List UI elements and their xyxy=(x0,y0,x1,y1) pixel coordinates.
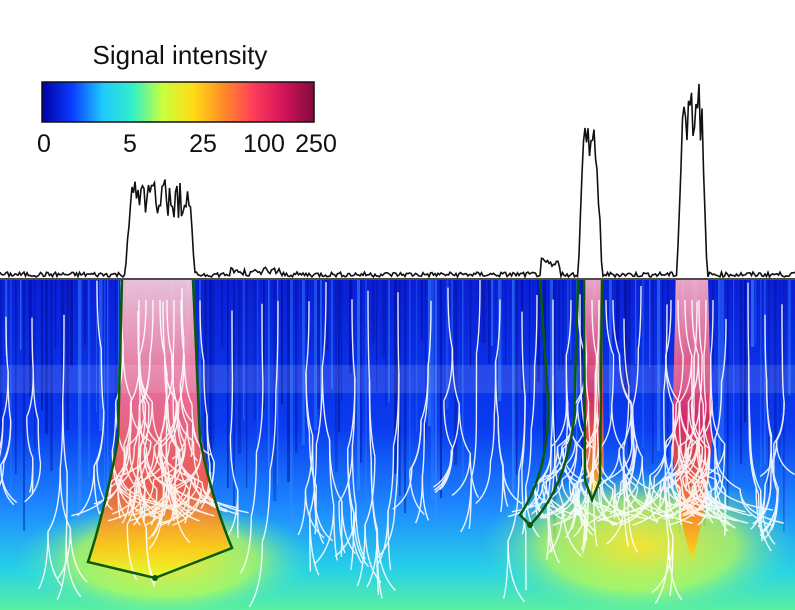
highlight-outline-3 xyxy=(582,280,604,504)
heatmap xyxy=(0,280,795,610)
colorbar-tick-label: 250 xyxy=(295,130,337,158)
heatmap-band xyxy=(0,365,795,393)
colorbar-tick-label: 25 xyxy=(189,130,217,158)
ridge-lines xyxy=(0,280,795,607)
highlight-outline-2 xyxy=(518,280,580,527)
signal-trace xyxy=(0,83,795,280)
colorbar: Signal intensity 0 5 25 100 250 xyxy=(37,40,337,158)
colorbar-tick-label: 0 xyxy=(37,130,51,158)
colorbar-gradient xyxy=(41,81,315,123)
outline-node-2 xyxy=(527,522,533,528)
colorbar-title: Signal intensity xyxy=(93,40,268,70)
outline-node-1 xyxy=(152,575,158,581)
colorbar-tick-label: 100 xyxy=(243,130,285,158)
colorbar-tick-label: 5 xyxy=(123,130,137,158)
highlight-outline-1 xyxy=(86,280,234,580)
